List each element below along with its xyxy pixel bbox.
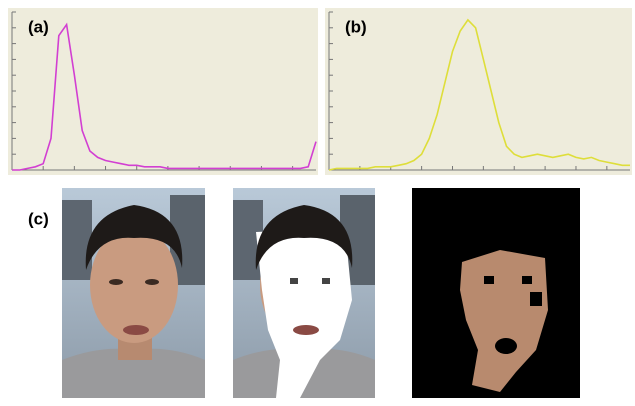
face-photo [62, 188, 205, 398]
panel-label: (a) [28, 17, 49, 36]
face-extracted [412, 188, 580, 398]
figure: (a) (b) (c) [0, 0, 635, 406]
panel-label: (c) [28, 209, 49, 228]
plot-background [325, 8, 632, 175]
panel-label: (b) [345, 17, 367, 36]
histograms: (a) (b) [8, 8, 632, 175]
face-skin-mask [233, 188, 375, 398]
